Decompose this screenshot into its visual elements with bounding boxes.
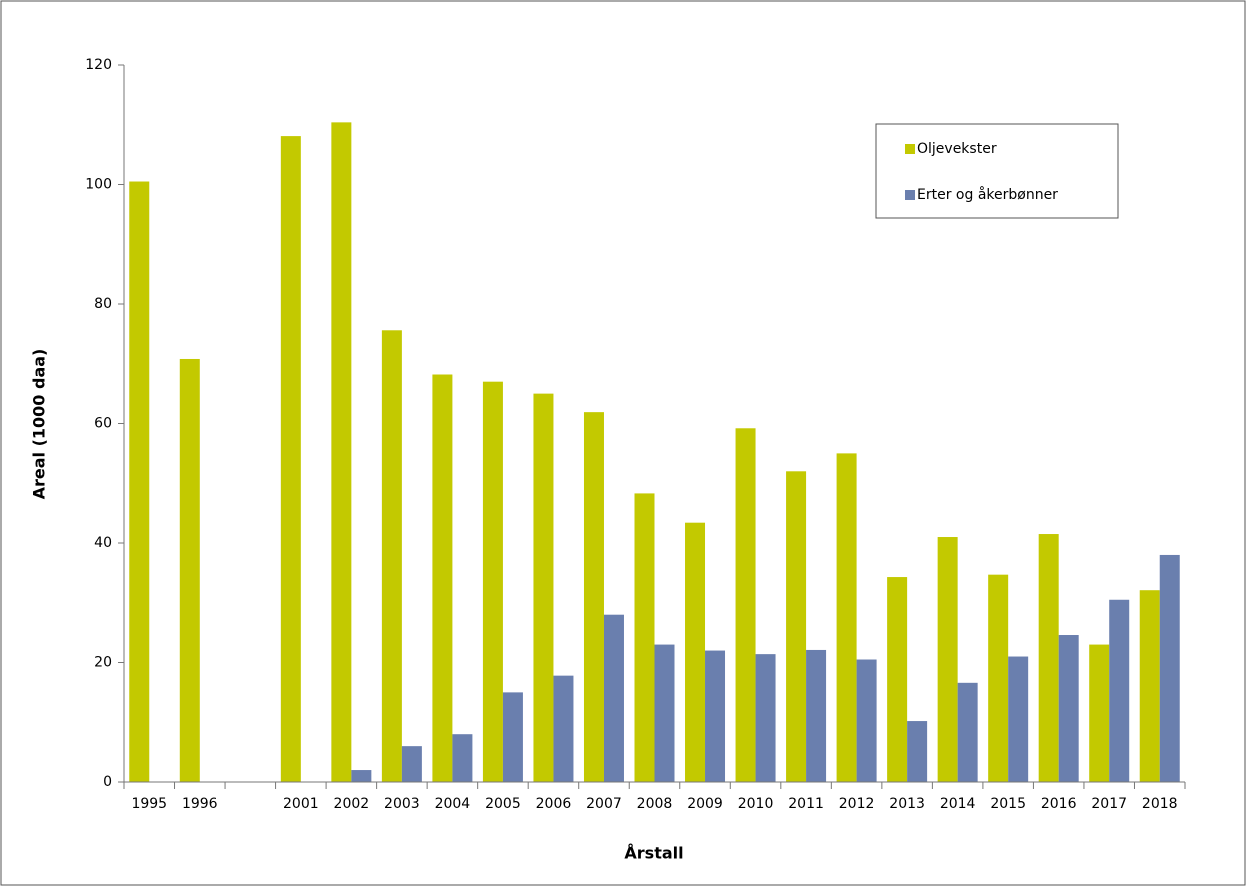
legend-box [875,123,1119,219]
bar [806,649,827,782]
x-tick-label: 2009 [687,796,723,812]
y-tick-label: 0 [103,774,112,790]
bar [654,644,675,782]
bar [351,770,372,782]
y-tick-label: 40 [94,535,112,551]
x-tick-label: 2006 [536,796,572,812]
legend-label: Oljevekster [917,141,997,157]
x-tick-label: 2015 [990,796,1026,812]
bar [786,471,807,782]
bar [553,675,574,782]
bar [685,522,706,782]
bar [988,574,1009,782]
bar [331,122,352,783]
bar [1139,590,1160,782]
bar [603,614,624,782]
legend-swatch [905,190,915,200]
bar [432,374,453,782]
y-tick-label: 100 [85,177,112,193]
x-tick-label: 1996 [182,796,218,812]
bar [280,136,301,783]
y-tick-label: 120 [85,57,112,73]
bar [1008,656,1029,782]
bar [755,654,776,782]
x-tick-label: 2003 [384,796,420,812]
bar [179,358,200,782]
bar [452,734,473,782]
bar [907,721,928,782]
bar [1109,599,1130,782]
x-tick-label: 2004 [435,796,471,812]
bar [1058,635,1079,782]
bar [887,577,908,782]
x-tick-label: 2012 [839,796,875,812]
bar [381,330,402,782]
bar [1038,534,1059,782]
bar [533,393,554,782]
y-tick-label: 80 [94,296,112,312]
y-tick-label: 60 [94,416,112,432]
bar [937,537,958,782]
x-tick-label: 2014 [940,796,976,812]
x-tick-label: 2001 [283,796,319,812]
x-axis-title: Årstall [624,844,683,863]
bar [482,381,503,782]
bar [735,428,756,782]
x-tick-label: 2008 [637,796,673,812]
x-tick-label: 2011 [788,796,824,812]
legend-label: Erter og åkerbønner [917,186,1058,203]
bar [1159,554,1180,782]
x-tick-label: 2017 [1091,796,1127,812]
x-tick-label: 2005 [485,796,521,812]
bar [583,412,604,782]
bar [836,453,857,782]
bar [401,746,422,782]
bar [502,692,523,782]
bar [856,659,877,782]
y-tick-label: 20 [94,655,112,671]
x-tick-label: 2016 [1041,796,1077,812]
bar [129,181,150,782]
x-tick-label: 1995 [131,796,167,812]
x-tick-label: 2002 [334,796,370,812]
x-tick-label: 2010 [738,796,774,812]
legend-swatch [905,144,915,154]
bar [634,493,655,782]
x-tick-label: 2013 [889,796,925,812]
x-tick-label: 2007 [586,796,622,812]
bar [1089,644,1110,782]
bar [705,650,726,782]
y-axis-title: Areal (1000 daa) [30,349,49,500]
x-tick-label: 2018 [1142,796,1178,812]
bar [957,682,978,782]
